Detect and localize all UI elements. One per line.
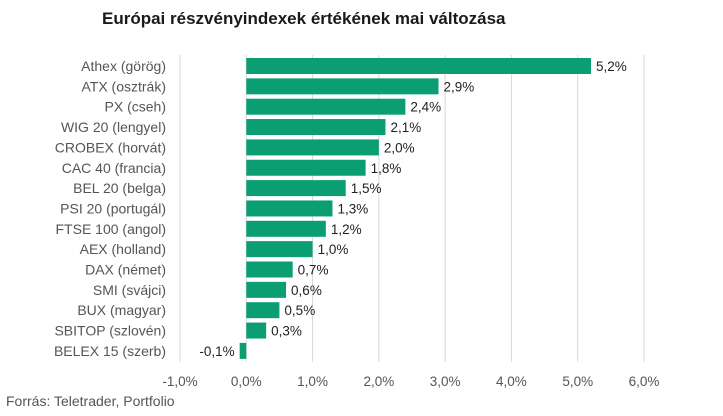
x-tick-label: 3,0% [430,374,461,389]
data-label: -0,1% [199,344,234,359]
bar [246,58,591,74]
bars [239,58,591,359]
category-label: SBITOP (szlovén) [54,323,166,339]
category-labels: Athex (görög) ATX (osztrák) PX (cseh) WIG 2… [54,58,166,359]
data-label: 2,1% [390,120,421,135]
value-labels: 5,2% 2,9%2,4% 2,1% 2,0% 1,8% 1,5% 1,3% 1,2% 1,0%… [199,59,626,359]
x-tick-label: 2,0% [363,374,394,389]
x-tick-label: -1,0% [162,374,197,389]
bar [246,302,280,319]
x-tick-label: 5,0% [562,374,593,389]
data-label: 1,2% [331,222,362,237]
bar [246,78,439,95]
bar [246,98,406,115]
data-label: 0,7% [298,263,329,278]
category-label: CAC 40 (francia) [62,160,166,176]
data-label: 0,6% [291,283,322,298]
data-label: 1,8% [371,161,402,176]
x-axis-ticks: -1,0% 0,0% 1,0% 2,0% 3,0% 4,0% 5,0% 6,0% [162,374,659,389]
category-label: BEL 20 (belga) [73,180,166,196]
data-label: 2,4% [410,100,441,115]
category-label: BELEX 15 (szerb) [54,343,166,359]
source-note: Forrás: Teletrader, Portfolio [6,393,175,409]
bar [246,261,293,278]
bar [246,180,346,197]
category-label: SMI (svájci) [93,282,166,298]
bar [246,281,287,298]
category-label: ATX (osztrák) [81,78,166,94]
data-label: 1,0% [318,242,349,257]
x-tick-label: 6,0% [629,374,660,389]
category-label: FTSE 100 (angol) [56,221,167,237]
bar [246,322,267,339]
data-label: 0,5% [284,303,315,318]
x-tick-label: 4,0% [496,374,527,389]
category-label: PSI 20 (portugál) [60,200,166,216]
bar [239,342,247,359]
bar [246,159,366,176]
bar [246,139,379,156]
category-label: AEX (holland) [80,241,166,257]
bar [246,200,333,217]
data-label: 0,3% [271,324,302,339]
x-tick-label: 1,0% [297,374,328,389]
x-tick-label: 0,0% [231,374,262,389]
bar [246,241,313,258]
data-label: 1,3% [337,201,368,216]
data-label: 5,2% [596,59,627,74]
category-label: PX (cseh) [105,99,166,115]
bar [246,119,386,136]
category-label: WIG 20 (lengyel) [61,119,166,135]
data-label: 2,9% [444,79,475,94]
category-label: CROBEX (horvát) [55,139,166,155]
category-label: Athex (görög) [81,58,166,74]
data-label: 2,0% [384,140,415,155]
category-label: DAX (német) [85,262,166,278]
chart-title: Európai részvényindexek értékének mai vá… [102,9,506,28]
category-label: BUX (magyar) [77,302,166,318]
bar [246,220,326,237]
data-label: 1,5% [351,181,382,196]
